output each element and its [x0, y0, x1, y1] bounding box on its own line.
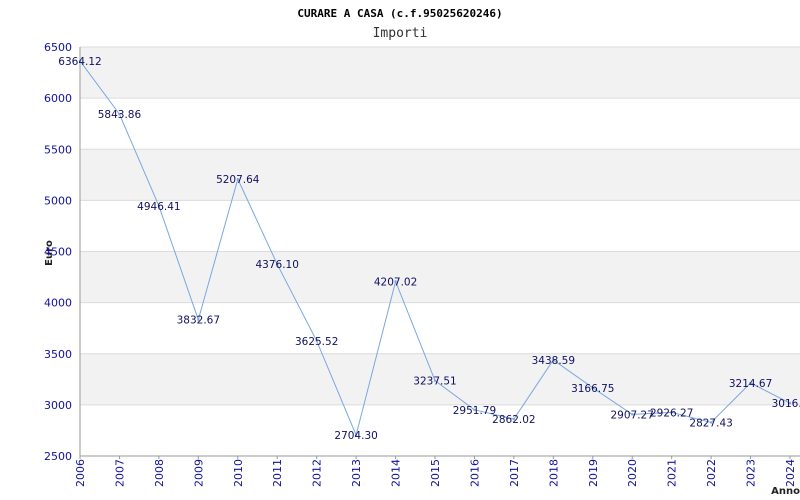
data-point	[157, 204, 161, 208]
y-tick-label: 2500	[44, 450, 72, 463]
x-axis-label: Anno	[771, 486, 800, 497]
x-tick-label: 2023	[745, 459, 758, 487]
data-label: 2926.27	[650, 407, 693, 419]
y-tick-label: 6000	[44, 92, 72, 105]
background-bands	[80, 47, 800, 405]
data-label: 5843.86	[98, 109, 142, 121]
grid-band	[80, 149, 800, 201]
data-label: 3166.75	[571, 383, 614, 395]
axes	[79, 47, 800, 459]
x-tick-label: 2018	[547, 459, 560, 487]
y-tick-labels: 2500 3000 3500 4000 4500 5000 5500 6000 6500	[44, 41, 72, 463]
x-tick-label: 2019	[587, 459, 600, 487]
data-point	[473, 408, 476, 412]
data-point	[749, 381, 752, 385]
x-tick-label: 2009	[192, 459, 205, 487]
data-label: 2862.02	[492, 414, 535, 426]
data-label: 6364.12	[58, 56, 101, 68]
x-tick-label: 2022	[705, 459, 718, 487]
x-tick-label: 2013	[350, 459, 363, 487]
x-tick-label: 2017	[508, 459, 521, 487]
data-point	[118, 112, 121, 116]
y-tick-label: 3500	[44, 348, 72, 361]
data-label: 3438.59	[532, 355, 575, 367]
data-point	[788, 401, 792, 405]
y-tick-label: 5000	[44, 194, 72, 207]
data-label: 2827.43	[689, 418, 732, 430]
grid-band	[80, 47, 800, 99]
data-point	[512, 417, 516, 421]
data-label: 3214.67	[729, 378, 772, 390]
x-tick-label: 2006	[74, 459, 87, 487]
y-axis-label: Euro	[44, 240, 55, 266]
data-label: 5207.64	[216, 174, 260, 186]
data-labels: 6364.12 5843.86 4946.41 3832.67 5207.64 4376.…	[58, 56, 800, 442]
data-point	[315, 339, 318, 343]
chart-title: CURARE A CASA (c.f.95025620246)	[297, 7, 502, 20]
x-tick-label: 2010	[232, 459, 245, 487]
data-label: 2704.30	[334, 430, 377, 442]
x-tick-label: 2007	[113, 459, 126, 487]
data-point	[354, 433, 358, 437]
y-tick-label: 4000	[44, 297, 72, 310]
data-label: 4946.41	[137, 201, 180, 213]
data-point	[433, 379, 437, 382]
y-tick-label: 5500	[44, 143, 72, 156]
x-tick-label: 2024	[784, 459, 797, 487]
data-point	[276, 262, 279, 266]
x-tick-label: 2020	[626, 459, 639, 487]
y-tick-label: 6500	[44, 41, 72, 54]
data-label: 2907.27	[611, 409, 654, 421]
x-tick-label: 2008	[153, 459, 166, 487]
x-tick-label: 2021	[666, 459, 679, 487]
data-point	[709, 421, 713, 424]
series-line-group	[78, 59, 792, 437]
data-label: 3237.51	[413, 376, 456, 388]
data-point	[591, 386, 594, 390]
data-point	[631, 413, 634, 416]
x-tick-label: 2016	[468, 459, 481, 487]
data-label: 4207.02	[374, 276, 417, 288]
data-label: 2951.79	[453, 405, 496, 417]
chart-subtitle: Importi	[373, 26, 428, 41]
x-tick-label: 2014	[390, 459, 403, 487]
data-point	[394, 280, 397, 283]
y-tick-label: 3000	[44, 399, 72, 412]
data-point	[236, 177, 239, 181]
data-point	[78, 59, 82, 63]
data-point	[552, 358, 555, 362]
x-tick-labels: 2006 2007 2008 2009 2010 2011 2012 2013 2014 2015…	[74, 459, 797, 487]
x-tick-label: 2015	[429, 459, 442, 487]
data-label: 4376.10	[256, 259, 299, 271]
grid-band	[80, 353, 800, 405]
x-tick-label: 2011	[271, 459, 284, 487]
y-tick-label: 4500	[44, 246, 72, 259]
data-point	[670, 411, 673, 414]
grid-band	[80, 251, 800, 303]
data-label: 3832.67	[177, 315, 220, 327]
data-label: 3016.8	[772, 398, 800, 410]
data-point	[197, 318, 200, 321]
data-label: 3625.52	[295, 336, 338, 348]
x-tick-label: 2012	[311, 459, 324, 487]
